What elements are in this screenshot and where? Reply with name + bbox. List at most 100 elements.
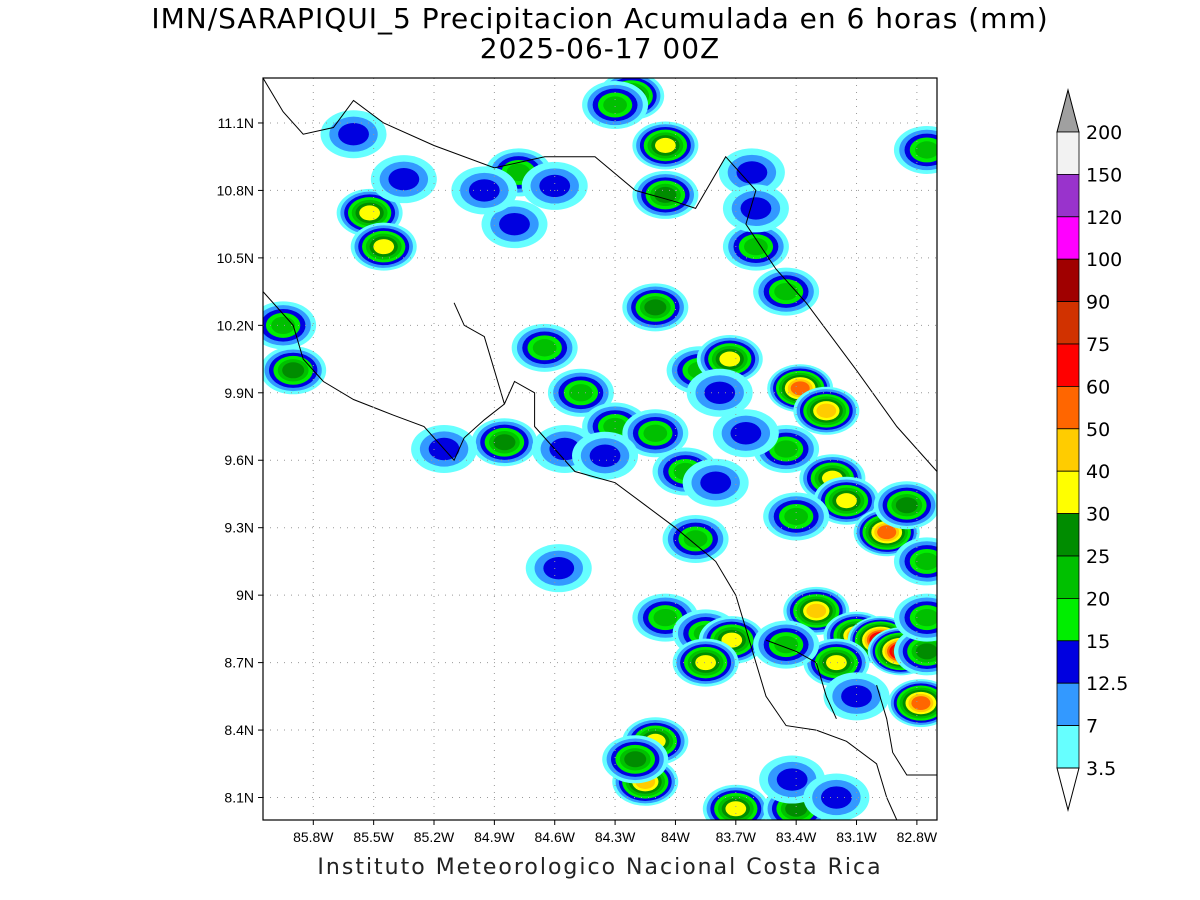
lon-tick-label: 83.4W bbox=[776, 829, 817, 845]
colorbar-box bbox=[1056, 258, 1080, 303]
precip-cell bbox=[521, 161, 588, 210]
colorbar-label: 75 bbox=[1086, 334, 1110, 356]
lat-tick-label: 10.5N bbox=[217, 250, 254, 266]
colorbar-label: 3.5 bbox=[1086, 758, 1116, 780]
grid-lines bbox=[263, 78, 937, 820]
precip-contour bbox=[826, 655, 847, 671]
precip-contour bbox=[774, 440, 798, 458]
colorbar: 3.5 7 12.5 15 20 25 30 40 50 60 75 90 100 120 150 200 bbox=[1056, 88, 1128, 812]
precip-cell bbox=[632, 121, 699, 170]
colorbar-label: 20 bbox=[1086, 588, 1110, 610]
precip-cell bbox=[662, 514, 729, 563]
colorbar-min-arrow bbox=[1056, 767, 1080, 812]
precip-contour bbox=[895, 497, 918, 514]
precip-contour bbox=[784, 507, 809, 526]
lat-tick-label: 9.6N bbox=[224, 452, 254, 468]
precip-cell bbox=[525, 544, 592, 593]
precip-cell bbox=[753, 620, 820, 669]
precip-contour bbox=[915, 608, 937, 627]
precip-contour bbox=[624, 751, 647, 768]
colorbar-box bbox=[1056, 555, 1080, 599]
precip-contour bbox=[643, 424, 668, 442]
precip-contour bbox=[603, 96, 627, 114]
colorbar-box bbox=[1056, 428, 1080, 472]
lat-tick-label: 10.2N bbox=[217, 317, 254, 333]
precip-cell bbox=[803, 773, 870, 820]
colorbar-label: 12.5 bbox=[1086, 673, 1128, 695]
lon-tick-label: 85.5W bbox=[353, 829, 394, 845]
precip-contour bbox=[468, 179, 500, 202]
precip-contour bbox=[373, 239, 395, 255]
precip-contour bbox=[806, 603, 827, 619]
colorbar-box bbox=[1056, 216, 1080, 260]
precip-cell bbox=[451, 166, 518, 215]
precip-cell bbox=[813, 476, 880, 525]
precip-cell bbox=[887, 679, 937, 728]
footer-credit: Instituto Meteorologico Nacional Costa R… bbox=[317, 855, 883, 880]
precip-contour bbox=[719, 351, 741, 367]
precip-contour bbox=[282, 362, 305, 379]
precip-field bbox=[263, 78, 937, 820]
lat-tick-label: 10.8N bbox=[217, 182, 254, 198]
colorbar-box bbox=[1056, 385, 1080, 430]
precip-contour bbox=[744, 237, 768, 256]
precip-contour bbox=[683, 530, 708, 548]
lat-tick-label: 9.9N bbox=[224, 385, 254, 401]
precip-cell bbox=[622, 283, 689, 332]
precip-cell bbox=[572, 431, 639, 480]
colorbar-box bbox=[1056, 640, 1080, 684]
precip-cell bbox=[682, 458, 749, 507]
precip-cell bbox=[753, 267, 820, 316]
colorbar-label: 40 bbox=[1086, 461, 1110, 483]
colorbar-label: 60 bbox=[1086, 376, 1110, 398]
colorbar-label: 150 bbox=[1086, 164, 1122, 186]
colorbar-label: 50 bbox=[1086, 419, 1110, 441]
precip-cell bbox=[873, 481, 937, 530]
coastline-segment bbox=[876, 684, 937, 776]
precip-cell bbox=[793, 386, 860, 435]
precip-cell bbox=[336, 188, 403, 237]
precip-contour bbox=[539, 174, 571, 198]
precip-contour bbox=[653, 608, 678, 627]
precip-contour bbox=[644, 299, 667, 316]
precip-contour bbox=[695, 655, 716, 671]
lon-tick-label: 83.7W bbox=[716, 829, 757, 845]
precip-contour bbox=[774, 635, 798, 654]
precip-cell bbox=[471, 418, 538, 467]
precip-contour bbox=[740, 197, 772, 220]
colorbar-label: 90 bbox=[1086, 292, 1110, 314]
colorbar-box bbox=[1056, 343, 1080, 387]
colorbar-label: 200 bbox=[1086, 122, 1122, 144]
lat-tick-label: 11.1N bbox=[218, 115, 254, 131]
precip-contour bbox=[721, 632, 743, 648]
colorbar-box bbox=[1056, 682, 1080, 727]
precip-cell bbox=[893, 125, 937, 174]
precip-cell bbox=[350, 222, 417, 271]
coastline-segment bbox=[453, 302, 505, 405]
precip-cell bbox=[702, 784, 769, 820]
precip-contour bbox=[911, 696, 931, 711]
precip-cell bbox=[823, 672, 890, 721]
precip-contour bbox=[785, 800, 808, 817]
precip-cell bbox=[759, 755, 826, 804]
lon-tick-label: 82.8W bbox=[897, 829, 938, 845]
precip-cell bbox=[722, 222, 789, 271]
precip-cell bbox=[263, 346, 327, 395]
precip-contour bbox=[499, 212, 530, 236]
precip-cell bbox=[686, 368, 753, 417]
precip-contour bbox=[493, 434, 516, 451]
precip-contour bbox=[915, 643, 937, 660]
colorbar-box bbox=[1056, 131, 1080, 175]
precip-cell bbox=[370, 155, 437, 204]
colorbar-label: 25 bbox=[1086, 546, 1110, 568]
precip-contour bbox=[603, 417, 627, 436]
precip-contour bbox=[776, 768, 808, 791]
precip-contour bbox=[704, 381, 736, 404]
precip-cell bbox=[602, 735, 669, 784]
colorbar-box bbox=[1056, 173, 1080, 218]
precip-cell bbox=[893, 593, 937, 642]
precip-contour bbox=[774, 282, 798, 301]
colorbar-label: 7 bbox=[1086, 716, 1098, 738]
lat-tick-label: 8.1N bbox=[224, 790, 254, 806]
precip-contour bbox=[915, 552, 937, 571]
